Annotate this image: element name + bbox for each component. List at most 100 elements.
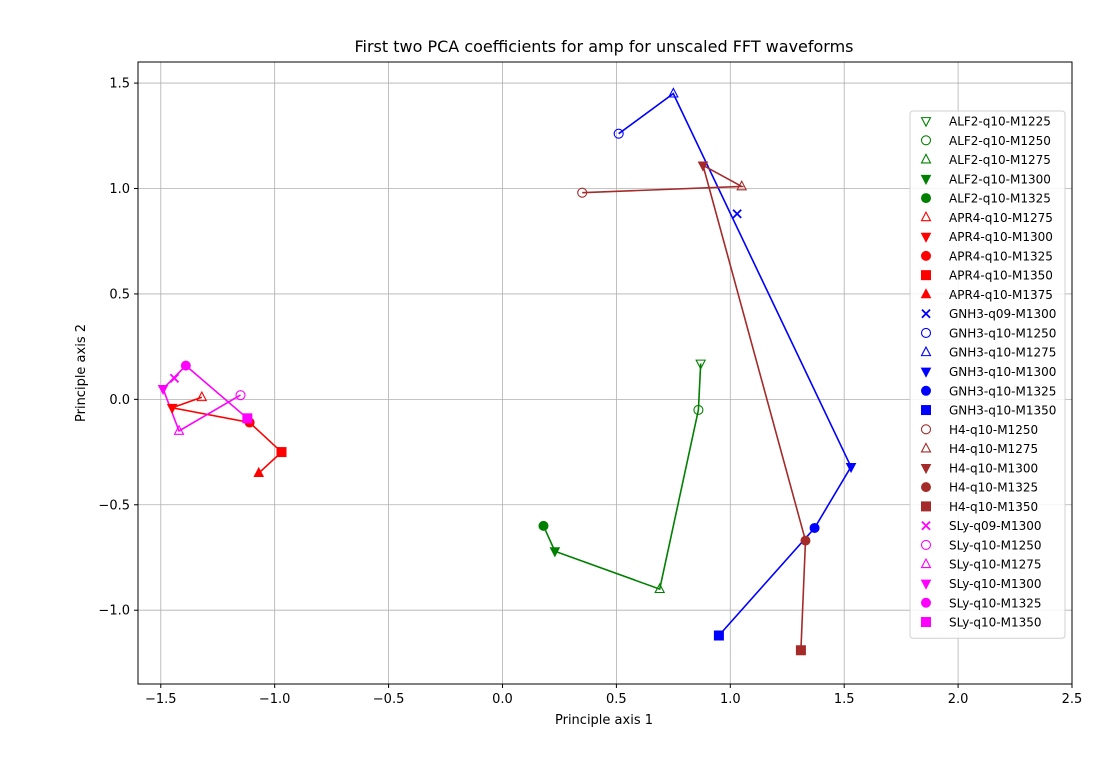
legend-label: APR4-q10-M1350 xyxy=(949,269,1053,283)
legend-label: H4-q10-M1300 xyxy=(949,461,1038,475)
x-tick-label: −1.5 xyxy=(145,692,177,707)
data-point-h4-q10-m1300 xyxy=(697,161,709,172)
x-tick-label: −0.5 xyxy=(373,692,405,707)
legend-marker xyxy=(921,405,931,416)
legend-label: H4-q10-M1350 xyxy=(949,500,1038,514)
legend-marker xyxy=(920,539,932,550)
plot-frame xyxy=(137,61,1073,685)
legend-label: H4-q10-M1250 xyxy=(949,423,1038,437)
y-tick-label: 1.5 xyxy=(109,77,130,92)
legend-label: GNH3-q10-M1325 xyxy=(949,384,1056,398)
data-point-alf2-q10-m1300 xyxy=(549,547,561,558)
series-line xyxy=(542,363,702,591)
y-tick-label: −0.5 xyxy=(98,498,130,513)
legend-label: SLy-q10-M1325 xyxy=(949,596,1042,610)
legend-label: ALF2-q10-M1225 xyxy=(949,115,1051,129)
legend-label: SLy-q10-M1275 xyxy=(949,558,1042,572)
x-tick-label: 0.5 xyxy=(606,692,627,707)
legend-label: ALF2-q10-M1250 xyxy=(949,134,1051,148)
series-markers xyxy=(157,87,857,656)
legend-marker xyxy=(920,463,932,475)
legend-marker xyxy=(921,520,931,531)
data-point-sly-q10-m1275 xyxy=(173,424,185,435)
legend-label: APR4-q10-M1275 xyxy=(949,211,1053,225)
y-axis-label: Principle axis 2 xyxy=(74,324,89,422)
legend-marker xyxy=(921,193,931,204)
data-point-h4-q10-m1325 xyxy=(800,535,811,546)
legend-marker xyxy=(921,250,931,261)
data-point-sly-q09-m1300 xyxy=(169,373,180,383)
legend: ALF2-q10-M1225 ALF2-q10-M1250 ALF2-q10-M12… xyxy=(909,110,1066,639)
legend-label: SLy-q10-M1300 xyxy=(949,577,1042,591)
legend-marker xyxy=(920,367,932,378)
legend-marker xyxy=(921,385,931,396)
y-tick-label: 1.0 xyxy=(109,182,130,197)
data-point-alf2-q10-m1275 xyxy=(654,582,666,594)
legend-label: APR4-q10-M1325 xyxy=(949,249,1053,263)
data-point-apr4-q10-m1300 xyxy=(166,403,178,415)
legend-label: APR4-q10-M1375 xyxy=(949,288,1053,302)
legend-label: H4-q10-M1325 xyxy=(949,481,1038,495)
legend-label: ALF2-q10-M1275 xyxy=(949,153,1051,167)
legend-marker xyxy=(920,442,932,453)
legend-label: SLy-q09-M1300 xyxy=(949,519,1042,533)
data-point-gnh3-q09-m1300 xyxy=(732,209,742,219)
legend-marker xyxy=(921,617,931,628)
x-axis-label: Principle axis 1 xyxy=(555,713,653,728)
data-point-sly-q10-m1300 xyxy=(157,384,169,396)
data-point-gnh3-q10-m1275 xyxy=(667,87,679,98)
y-tick-label: 0.0 xyxy=(109,393,130,408)
legend-marker xyxy=(921,309,931,319)
x-tick-label: 0.0 xyxy=(492,692,513,707)
data-point-alf2-q10-m1250 xyxy=(693,404,704,415)
legend-label: GNH3-q10-M1300 xyxy=(949,365,1056,379)
x-tick-label: 2.5 xyxy=(1062,692,1083,707)
legend-marker xyxy=(921,270,931,281)
data-point-alf2-q10-m1325 xyxy=(538,520,549,531)
legend-marker xyxy=(921,482,931,493)
legend-label: GNH3-q10-M1275 xyxy=(949,346,1056,360)
data-point-h4-q10-m1275 xyxy=(736,180,748,191)
data-point-gnh3-q10-m1300 xyxy=(845,462,857,474)
legend-marker xyxy=(920,327,932,339)
data-point-h4-q10-m1250 xyxy=(577,187,588,198)
legend-marker xyxy=(920,210,932,222)
data-point-sly-q10-m1325 xyxy=(180,360,191,371)
legend-marker xyxy=(920,232,932,243)
legend-label: APR4-q10-M1300 xyxy=(949,230,1053,244)
legend-box xyxy=(909,110,1066,639)
legend-marker xyxy=(921,597,931,608)
legend-label: GNH3-q10-M1350 xyxy=(949,404,1056,418)
legend-marker xyxy=(920,174,932,186)
legend-marker xyxy=(920,117,932,128)
legend-label: H4-q10-M1275 xyxy=(949,442,1038,456)
axis-ticks: −1.5 −1.0 −0.5 0.0 0.5 1.0 1.5 2.0 2.5 −1.0 −0.5 0.… xyxy=(98,77,1082,707)
legend-label: ALF2-q10-M1325 xyxy=(949,192,1051,206)
data-point-sly-q10-m1250 xyxy=(235,390,246,401)
legend-marker xyxy=(920,579,932,590)
y-tick-label: −1.0 xyxy=(98,604,130,619)
data-point-h4-q10-m1350 xyxy=(795,645,806,656)
legend-label: ALF2-q10-M1300 xyxy=(949,172,1051,186)
data-point-apr4-q10-m1350 xyxy=(276,447,287,458)
x-tick-label: 1.5 xyxy=(834,692,855,707)
legend-marker xyxy=(920,153,932,164)
x-tick-label: 1.0 xyxy=(720,692,741,707)
legend-marker xyxy=(921,501,931,512)
data-point-apr4-q10-m1375 xyxy=(253,466,265,478)
x-tick-label: −1.0 xyxy=(259,692,291,707)
legend-marker xyxy=(920,557,932,569)
y-tick-label: 0.5 xyxy=(109,287,130,302)
legend-label: GNH3-q10-M1250 xyxy=(949,326,1056,340)
legend-label: SLy-q10-M1350 xyxy=(949,616,1042,630)
x-tick-label: 2.0 xyxy=(948,692,969,707)
data-point-sly-q10-m1350 xyxy=(242,413,253,424)
legend-marker xyxy=(920,135,932,146)
chart-title: First two PCA coefficients for amp for u… xyxy=(354,37,853,56)
data-point-gnh3-q10-m1350 xyxy=(713,630,724,641)
data-point-gnh3-q10-m1250 xyxy=(613,128,624,139)
legend-label: GNH3-q09-M1300 xyxy=(949,307,1056,321)
legend-label: SLy-q10-M1250 xyxy=(949,538,1042,552)
legend-marker xyxy=(920,288,932,299)
